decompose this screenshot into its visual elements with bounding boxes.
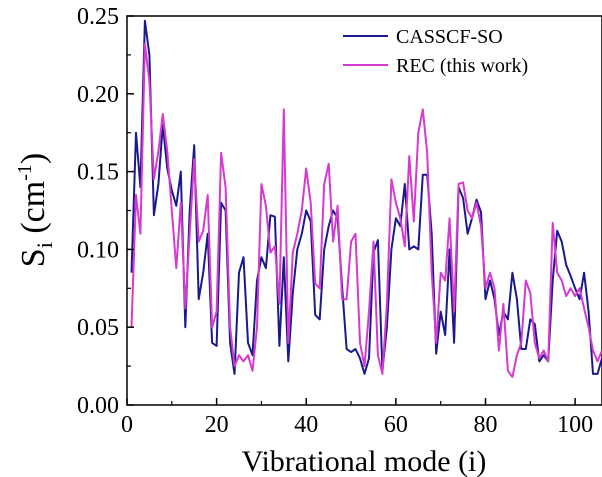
- y-axis-label-unit: (cm: [15, 181, 52, 242]
- x-tick-label-20: 20: [205, 412, 229, 438]
- legend: CASSCF-SO REC (this work): [343, 26, 528, 77]
- x-tick-label-0: 0: [121, 412, 133, 438]
- series-line-0: [130, 19, 602, 375]
- series-line-1: [130, 43, 602, 378]
- plot-frame: [126, 15, 602, 406]
- y-axis-label-close: ): [15, 153, 52, 164]
- y-tick-label-1: 0.05: [77, 315, 119, 341]
- y-axis: 0.00 0.05 0.10 0.15 0.20 0.25: [77, 4, 134, 419]
- x-tick-label-80: 80: [473, 412, 497, 438]
- y-tick-label-2: 0.10: [77, 237, 119, 263]
- y-axis-label-sup: -1: [14, 164, 36, 181]
- y-tick-label-3: 0.15: [77, 160, 119, 186]
- y-tick-label-4: 0.20: [77, 82, 119, 108]
- x-axis-label: Vibrational mode (i): [242, 445, 487, 477]
- y-tick-label-5: 0.25: [77, 4, 119, 30]
- x-axis: 0 20 40 60 80 100: [121, 398, 593, 438]
- y-tick-label-0: 0.00: [77, 393, 119, 419]
- y-axis-label: Si (cm-1): [14, 153, 57, 267]
- legend-label-rec: REC (this work): [396, 55, 528, 77]
- plot-area: 0 20 40 60 80 100 0.00 0.05 0.10 0.15 0.20 0.25: [77, 4, 602, 438]
- series-layer: [130, 19, 602, 378]
- y-axis-label-base: S: [15, 248, 52, 267]
- x-tick-label-60: 60: [384, 412, 408, 438]
- x-tick-label-40: 40: [294, 412, 318, 438]
- x-tick-label-100: 100: [557, 412, 593, 438]
- y-axis-label-sub: i: [32, 242, 57, 248]
- legend-label-casscf-so: CASSCF-SO: [396, 26, 503, 48]
